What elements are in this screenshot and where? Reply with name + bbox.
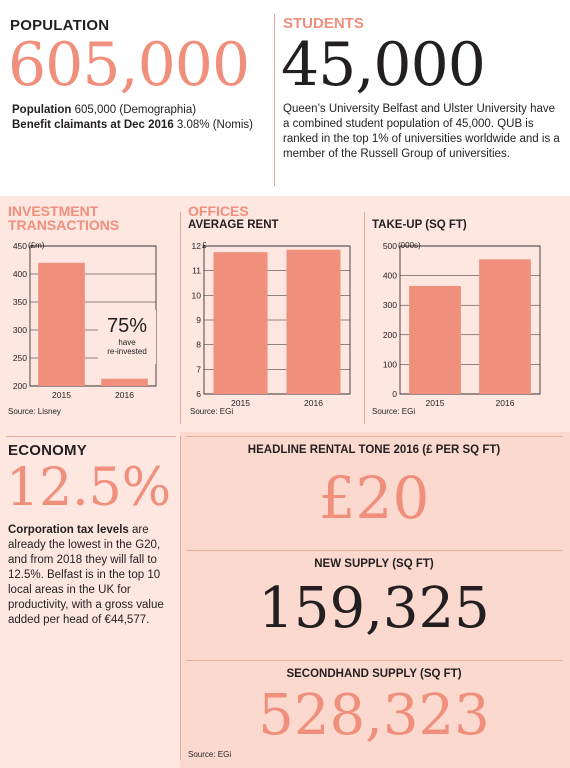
chart-divider-1 (180, 212, 181, 424)
y-tick-label: 400 (383, 271, 397, 281)
economy-top-rule (6, 436, 176, 437)
takeup-title: TAKE-UP (SQ FT) (372, 219, 467, 231)
population-value: 605,000 (Demographia) (71, 104, 197, 116)
top-panel (0, 0, 570, 196)
investment-heading-line1: INVESTMENT (8, 203, 99, 219)
new-supply-title: NEW SUPPLY (SQ FT) (314, 558, 434, 570)
bar-2016 (101, 378, 148, 386)
y-unit-label: (£m) (28, 241, 45, 250)
y-tick-label: 450 (13, 241, 27, 251)
students-heading: STUDENTS (283, 15, 364, 32)
charts-panel (0, 196, 570, 432)
annotation-reinvested: re-invested (107, 347, 147, 356)
y-tick-label: 100 (383, 359, 397, 369)
secondhand-source: Source: EGi (188, 750, 232, 759)
investment-heading: INVESTMENT TRANSACTIONS (8, 204, 119, 232)
y-tick-label: 7 (196, 364, 201, 374)
annotation-have: have (118, 338, 136, 347)
rent-chart: £6 7 8 9 10 11 12 2015 2016 (192, 241, 351, 408)
takeup-chart: (000s) 0 100 200 300 400 500 2015 2016 (383, 241, 541, 408)
y-tick-label: 250 (13, 353, 27, 363)
economy-figure: 12.5% (6, 458, 172, 518)
investment-source: Source: Lisney (8, 407, 61, 416)
rental-figure: £20 (318, 464, 430, 532)
y-tick-label: 500 (383, 241, 397, 251)
students-text: Queen’s University Belfast and Ulster Un… (283, 103, 560, 160)
bar-2015 (409, 285, 461, 394)
y-tick-label: 6 (196, 389, 201, 399)
x-tick-label: 2016 (496, 398, 515, 408)
y-tick-label: 400 (13, 269, 27, 279)
bar-2015 (38, 262, 85, 386)
rental-title: HEADLINE RENTAL TONE 2016 (£ PER SQ FT) (247, 444, 501, 456)
investment-chart: (£m) 200 250 300 350 400 450 2015 2016 75%havere-… (13, 241, 157, 400)
y-tick-label: 300 (13, 325, 27, 335)
y-unit-label: £ (202, 241, 207, 250)
students-figure: 45,000 (281, 30, 486, 100)
x-tick-label: 2015 (426, 398, 445, 408)
y-tick-label: 12 (192, 241, 202, 251)
economy-heading: ECONOMY (8, 442, 87, 459)
y-tick-label: 350 (13, 297, 27, 307)
secondhand-figure: 528,323 (258, 683, 490, 748)
y-tick-label: 200 (383, 330, 397, 340)
population-label: Population (12, 104, 72, 116)
y-unit-label: (000s) (398, 241, 421, 250)
new-supply-figure: 159,325 (258, 576, 490, 641)
investment-heading-line2: TRANSACTIONS (8, 217, 120, 233)
y-tick-label: 10 (192, 290, 202, 300)
population-details: Population 605,000 (Demographia) Benefit… (12, 103, 262, 133)
y-tick-label: 11 (192, 266, 201, 276)
offices-heading: OFFICES (188, 203, 249, 219)
rental-top-rule (186, 436, 562, 437)
y-tick-label: 0 (392, 389, 397, 399)
y-tick-label: 8 (196, 340, 201, 350)
average-rent-title: AVERAGE RENT (188, 219, 279, 231)
economy-divider (180, 436, 181, 760)
top-divider (274, 14, 275, 186)
bar-2016 (479, 259, 531, 394)
secondhand-title: SECONDHAND SUPPLY (SQ FT) (286, 668, 462, 680)
x-tick-label: 2015 (52, 390, 71, 400)
benefit-value: 3.08% (Nomis) (173, 119, 253, 131)
chart-divider-2 (364, 212, 365, 424)
x-tick-label: 2015 (231, 398, 250, 408)
economy-text: Corporation tax levels are already the l… (8, 523, 178, 628)
bar-2015 (213, 252, 268, 394)
bar-2016 (286, 249, 341, 394)
new-supply-rule (186, 550, 562, 551)
x-tick-label: 2016 (304, 398, 323, 408)
y-tick-label: 200 (13, 381, 27, 391)
rent-source: Source: EGi (190, 407, 234, 416)
y-tick-label: 9 (196, 315, 201, 325)
y-tick-label: 300 (383, 300, 397, 310)
economy-text-body: are already the lowest in the G20, and f… (8, 524, 164, 626)
secondhand-rule (186, 660, 562, 661)
population-figure: 605,000 (8, 30, 250, 100)
annotation-bg (98, 310, 156, 364)
economy-panel (0, 432, 180, 768)
economy-text-bold: Corporation tax levels (8, 524, 129, 536)
benefit-label: Benefit claimants at Dec 2016 (12, 119, 174, 131)
takeup-source: Source: EGi (372, 407, 416, 416)
annotation-percent: 75% (107, 315, 147, 337)
x-tick-label: 2016 (115, 390, 134, 400)
population-heading: POPULATION (10, 17, 110, 34)
